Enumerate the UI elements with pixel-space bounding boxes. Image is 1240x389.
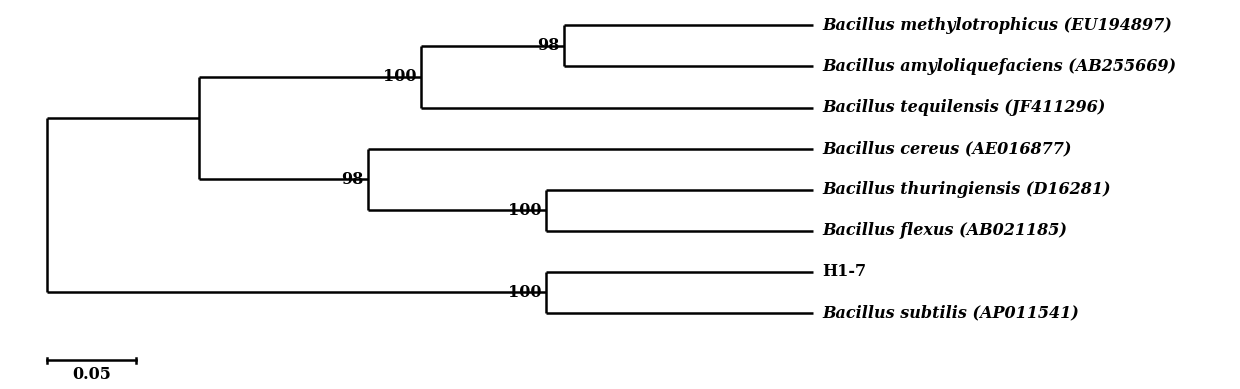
Text: 100: 100: [508, 202, 542, 219]
Text: Bacillus cereus (AE016877): Bacillus cereus (AE016877): [822, 140, 1071, 157]
Text: 98: 98: [341, 171, 363, 188]
Text: Bacillus flexus (AB021185): Bacillus flexus (AB021185): [822, 222, 1066, 239]
Text: Bacillus subtilis (AP011541): Bacillus subtilis (AP011541): [822, 305, 1079, 321]
Text: Bacillus thuringiensis (D16281): Bacillus thuringiensis (D16281): [822, 181, 1111, 198]
Text: 100: 100: [508, 284, 542, 301]
Text: H1-7: H1-7: [822, 263, 866, 280]
Text: 0.05: 0.05: [72, 366, 112, 382]
Text: 100: 100: [383, 68, 417, 85]
Text: Bacillus methylotrophicus (EU194897): Bacillus methylotrophicus (EU194897): [822, 17, 1172, 34]
Text: Bacillus amyloliquefaciens (AB255669): Bacillus amyloliquefaciens (AB255669): [822, 58, 1176, 75]
Text: Bacillus tequilensis (JF411296): Bacillus tequilensis (JF411296): [822, 99, 1105, 116]
Text: 98: 98: [537, 37, 559, 54]
